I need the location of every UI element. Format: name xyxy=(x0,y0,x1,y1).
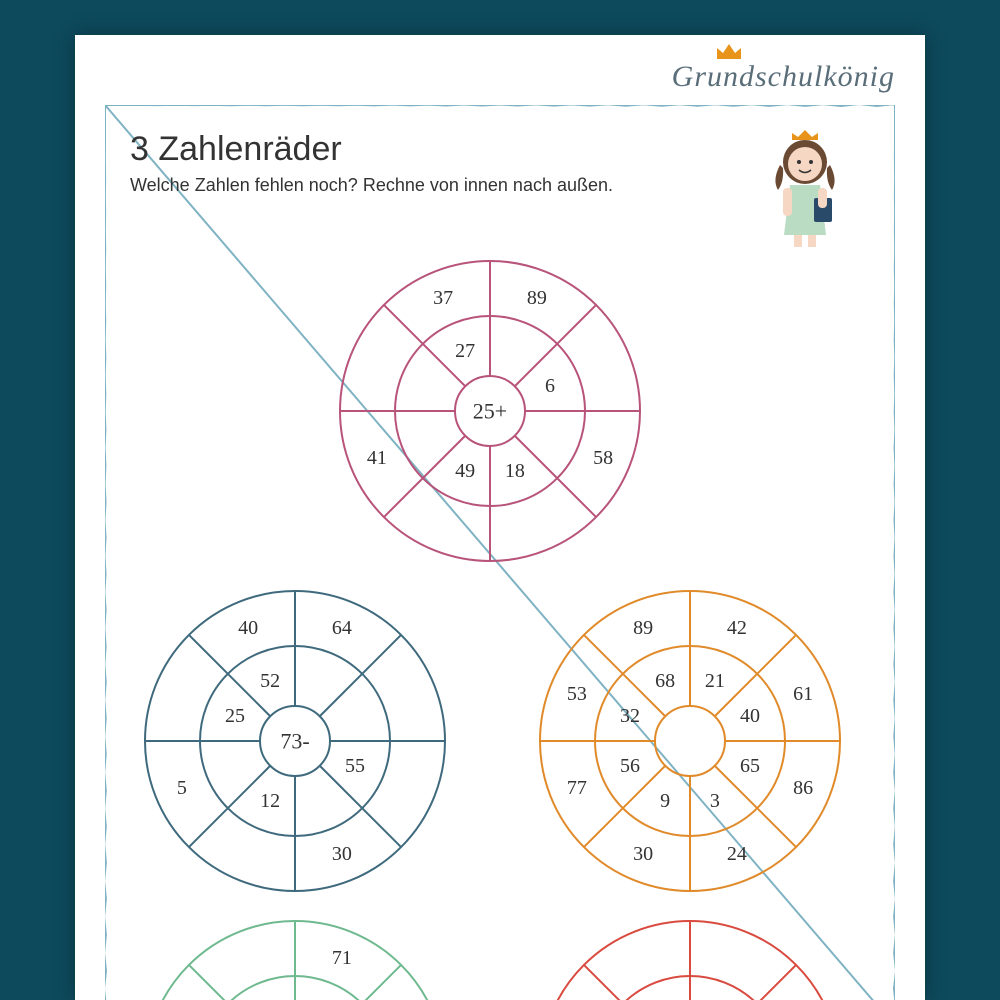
wheel-red: 178 xyxy=(535,916,845,1000)
wheel-value: 89 xyxy=(527,287,547,309)
wheel-value: 25 xyxy=(225,705,245,727)
logo-crown-icon xyxy=(715,41,743,61)
wheel-value: 5 xyxy=(177,777,187,799)
wheel-value: 58 xyxy=(593,447,613,469)
content-area: 3 Zahlenräder Welche Zahlen fehlen noch?… xyxy=(130,130,870,1000)
wheel-center-value: 73- xyxy=(280,729,309,754)
wheel-value: 6 xyxy=(545,375,555,397)
wheel-value: 53 xyxy=(567,683,587,705)
wheel-value: 61 xyxy=(793,683,813,705)
wheel-value: 86 xyxy=(793,777,813,799)
wheel-value: 37 xyxy=(433,287,453,309)
wheel-value: 30 xyxy=(633,843,653,865)
wheel-value: 3 xyxy=(710,790,720,812)
wheel-value: 49 xyxy=(455,460,475,482)
wheel-pink: 25+ 6 18 49 27 89 58 41 37 xyxy=(335,256,645,566)
wheel-value: 40 xyxy=(740,705,760,727)
wheel-value: 65 xyxy=(740,755,760,777)
wheel-value: 64 xyxy=(332,617,352,639)
wheel-orange: 21 40 65 3 9 56 32 68 42 61 86 24 30 77 53 89 xyxy=(535,586,845,896)
wheel-value: 21 xyxy=(705,670,725,692)
wheel-value: 18 xyxy=(505,460,525,482)
wheel-green: 7185 xyxy=(140,916,450,1000)
wheel-value: 27 xyxy=(455,340,475,362)
worksheet-subtitle: Welche Zahlen fehlen noch? Rechne von in… xyxy=(130,175,870,196)
wheel-value: 56 xyxy=(620,755,640,777)
wheel-value: 42 xyxy=(727,617,747,639)
wheel-value: 52 xyxy=(260,670,280,692)
worksheet-page: Grundschulkönig 3 Zahlenräder Welche Zah… xyxy=(75,35,925,1000)
wheel-value: 68 xyxy=(655,670,675,692)
brand-logo: Grundschulkönig xyxy=(672,60,895,94)
wheel-value: 89 xyxy=(633,617,653,639)
wheel-value: 41 xyxy=(367,447,387,469)
worksheet-title: 3 Zahlenräder xyxy=(130,130,870,169)
wheel-center-value: 25+ xyxy=(473,399,507,424)
wheel-value: 71 xyxy=(332,947,352,969)
wheel-value: 40 xyxy=(238,617,258,639)
wheel-value: 32 xyxy=(620,705,640,727)
wheel-value: 77 xyxy=(567,777,587,799)
wheel-blue: 73- 55 12 25 52 64 30 5 40 xyxy=(140,586,450,896)
wheel-value: 12 xyxy=(260,790,280,812)
wheel-value: 9 xyxy=(660,790,670,812)
mascot-girl-icon xyxy=(760,130,850,250)
wheel-value: 55 xyxy=(345,755,365,777)
wheel-value: 24 xyxy=(727,843,747,865)
wheel-value: 30 xyxy=(332,843,352,865)
